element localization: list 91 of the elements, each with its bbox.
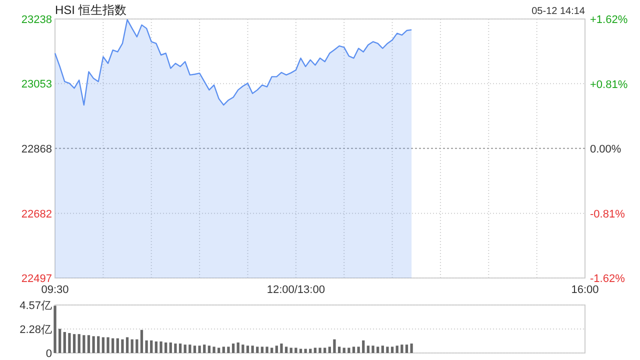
bar — [236, 342, 240, 353]
bar — [376, 346, 380, 353]
bar — [342, 348, 346, 353]
bar — [390, 346, 394, 353]
bar — [284, 346, 288, 353]
y2-tick-label: 0.00% — [590, 144, 622, 156]
bar — [164, 342, 168, 353]
bar — [227, 346, 230, 353]
x-tick-label: 09:30 — [41, 284, 69, 296]
x-tick-label: 12:00/13:00 — [266, 284, 325, 296]
bar — [304, 348, 307, 353]
y2-tick-label: -0.81% — [590, 208, 626, 220]
bar — [246, 346, 250, 353]
bar — [174, 344, 177, 353]
bar — [63, 332, 66, 353]
text: 05-12 14:14 — [532, 6, 586, 17]
bar — [400, 344, 404, 353]
bar — [169, 342, 172, 353]
bar — [150, 340, 153, 353]
bar — [381, 346, 384, 353]
bar — [87, 335, 90, 353]
bar — [178, 344, 182, 353]
bar — [242, 344, 244, 353]
bar — [97, 336, 100, 353]
bar — [290, 348, 292, 353]
bar — [256, 346, 259, 353]
bar — [366, 346, 370, 353]
bar — [270, 348, 274, 353]
bar — [314, 348, 317, 353]
bar — [386, 346, 389, 353]
bar — [198, 346, 201, 353]
bar — [212, 346, 216, 353]
y-tick-label: 22868 — [21, 143, 52, 156]
bar — [58, 328, 62, 353]
chart-title: HSI 恒生指数 — [55, 3, 126, 17]
y2-tick-label: +1.62% — [590, 14, 628, 26]
bar — [188, 344, 192, 353]
bar — [126, 337, 129, 353]
bar — [121, 339, 124, 353]
bar — [328, 346, 331, 353]
bar — [222, 346, 225, 353]
bar — [203, 344, 206, 353]
bar — [338, 346, 341, 353]
bar — [154, 341, 158, 353]
bar — [116, 338, 119, 353]
bar — [352, 346, 356, 353]
bar — [357, 346, 360, 353]
bar — [348, 348, 350, 353]
bar — [145, 340, 148, 353]
bar — [318, 348, 322, 353]
y-tick-label: 0 — [46, 348, 52, 360]
bar — [82, 335, 86, 353]
bar — [260, 346, 264, 353]
y-tick-label: 22682 — [21, 208, 52, 220]
y-tick-label: 4.57亿 — [20, 300, 52, 312]
bar — [92, 336, 95, 353]
bar — [323, 348, 326, 353]
bar — [130, 339, 134, 353]
y2-tick-label: +0.81% — [590, 78, 628, 91]
bar — [72, 334, 76, 353]
y-tick-label: 2.28亿 — [20, 324, 52, 336]
y2-tick-label: -1.62% — [590, 273, 626, 285]
y-tick-label: 22497 — [21, 273, 52, 285]
bar — [136, 339, 138, 353]
bar — [102, 337, 105, 353]
bar — [217, 348, 220, 353]
bar — [106, 337, 110, 353]
bar — [362, 340, 365, 353]
bar — [54, 306, 56, 353]
bar — [68, 333, 71, 353]
bar — [184, 344, 186, 353]
bar — [294, 348, 298, 353]
bar — [140, 330, 144, 353]
y-tick-label: 23238 — [21, 14, 52, 26]
bar — [396, 346, 398, 353]
bar — [111, 338, 114, 353]
bar — [232, 344, 235, 353]
bar — [405, 344, 408, 353]
bar — [78, 334, 80, 353]
bar — [372, 346, 374, 353]
bar — [280, 344, 283, 353]
bar — [266, 346, 268, 353]
x-tick-label: 16:00 — [571, 284, 599, 296]
bar — [251, 346, 254, 353]
bar — [410, 344, 413, 353]
bar — [193, 346, 196, 353]
bar — [208, 346, 211, 353]
bar — [275, 346, 278, 353]
y-tick-label: 23053 — [21, 78, 52, 91]
bar — [160, 341, 162, 353]
bar — [333, 339, 336, 353]
